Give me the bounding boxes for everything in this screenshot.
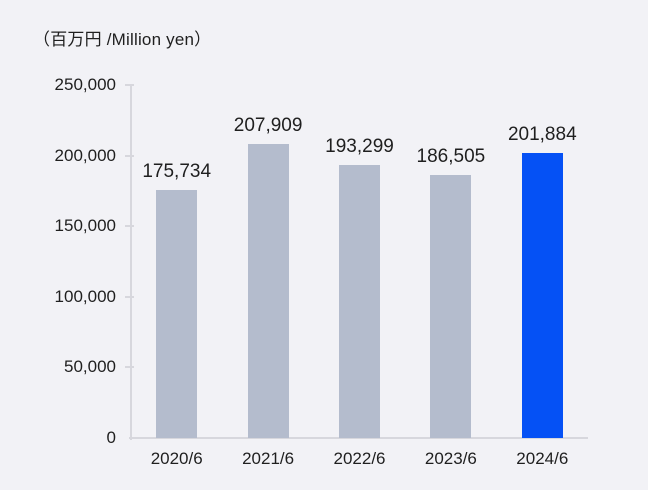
bar-2022-6 <box>339 165 380 438</box>
bar-value-label-2021-6: 207,909 <box>233 115 303 137</box>
x-axis-label-2024-6: 2024/6 <box>516 449 569 468</box>
y-axis-tick-label: 200,000 <box>54 145 116 165</box>
y-axis-tick-mark <box>125 295 134 298</box>
bar-value-label-2022-6: 193,299 <box>325 136 394 158</box>
x-axis-label-2023-6: 2023/6 <box>424 449 477 468</box>
x-axis-label-2021-6: 2021/6 <box>242 449 295 468</box>
y-axis-tick-mark <box>125 154 134 157</box>
y-axis-tick-label: 250,000 <box>54 75 116 94</box>
y-axis-tick-label: 150,000 <box>54 216 116 236</box>
y-axis-line <box>130 85 132 440</box>
y-axis-tick-label: 50,000 <box>64 357 116 377</box>
y-axis-tick-label: 100,000 <box>54 286 116 306</box>
x-axis-label-2022-6: 2022/6 <box>333 449 386 468</box>
y-axis-tick-mark <box>125 225 134 228</box>
bar-2020-6 <box>156 189 198 438</box>
bar-2023-6 <box>430 174 472 438</box>
y-axis-tick-label: 0 <box>106 428 116 447</box>
bar-value-label-2020-6: 175,734 <box>142 160 212 182</box>
x-axis-label-2020-6: 2020/6 <box>150 449 203 468</box>
chart-unit-title: （百万円 /Million yen） <box>33 30 212 49</box>
y-axis-tick-mark <box>125 84 134 86</box>
y-axis-tick-mark <box>125 366 134 369</box>
x-axis-line <box>129 437 588 439</box>
bar-2024-6 <box>521 152 563 438</box>
bar-value-label-2024-6: 201,884 <box>507 123 577 145</box>
bar-value-label-2023-6: 186,505 <box>416 145 486 167</box>
bar-2021-6 <box>247 144 289 438</box>
